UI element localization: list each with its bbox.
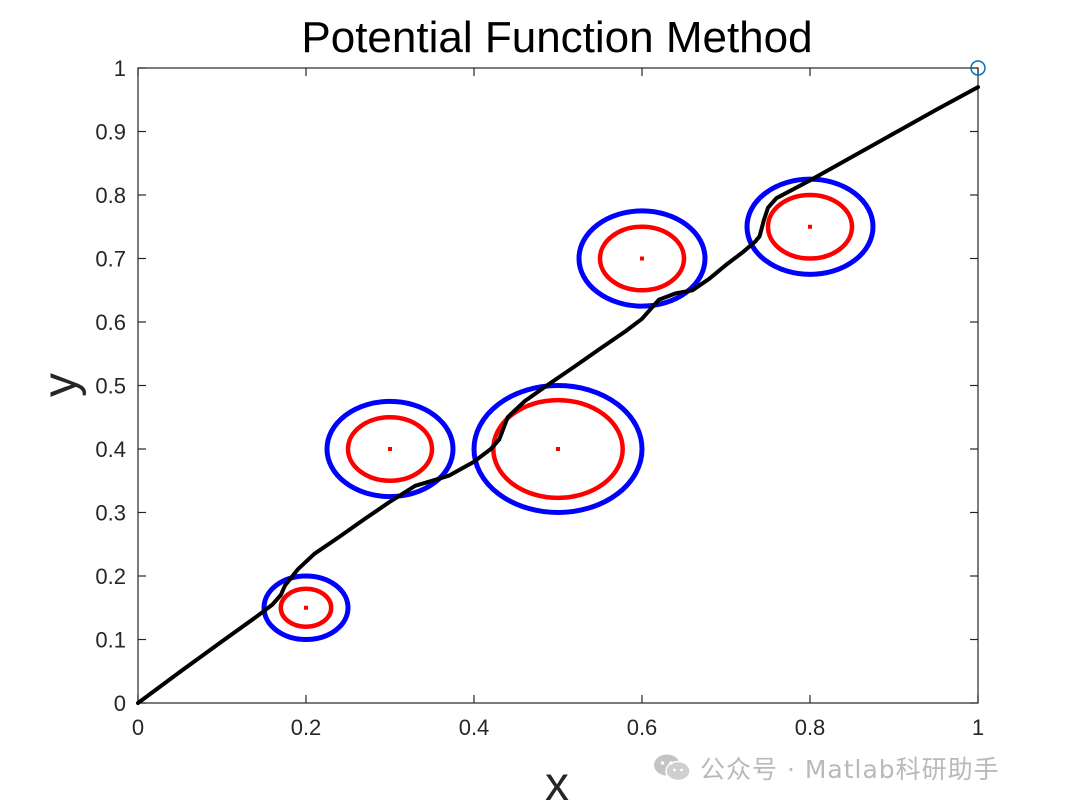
obstacle-inner-ring <box>597 224 687 293</box>
x-tick-label: 0.2 <box>291 715 322 740</box>
y-axis-label: y <box>34 373 87 397</box>
watermark: 公众号 · Matlab科研助手 <box>652 748 1000 788</box>
plot-area: 0 0.2 0.4 0.6 0.8 1 0 0.1 0.2 0.3 0.4 0.5 0.6 0.7 0.8… <box>95 56 986 740</box>
obstacle-center-point <box>640 256 644 261</box>
obstacle-inner-ring <box>345 415 435 483</box>
x-tick-label: 1 <box>972 715 984 740</box>
x-axis-label: x <box>545 758 569 810</box>
goal <box>970 60 986 76</box>
x-tick-label: 0.4 <box>459 715 490 740</box>
y-axis-ticks: 0 0.1 0.2 0.3 0.4 0.5 0.6 0.7 0.8 0.9 1 <box>95 56 978 716</box>
y-tick-label: 0.9 <box>95 120 126 145</box>
obstacle-center-point <box>556 447 560 451</box>
y-tick-label: 0.2 <box>95 564 126 589</box>
obstacle-outer-ring <box>471 383 645 515</box>
obstacle-outer-ring <box>261 573 351 642</box>
x-tick-label: 0 <box>132 715 144 740</box>
y-tick-label: 0 <box>114 691 126 716</box>
obstacle-outer-ring <box>324 398 456 500</box>
obstacle-center-point <box>808 224 812 229</box>
y-tick-label: 0.5 <box>95 374 126 399</box>
x-tick-label: 0.8 <box>795 715 826 740</box>
y-tick-label: 0.4 <box>95 437 126 462</box>
trajectory <box>136 85 980 705</box>
obstacles <box>261 176 876 642</box>
wechat-icon <box>652 752 692 784</box>
y-tick-label: 0.1 <box>95 628 126 653</box>
obstacle-center-point <box>304 605 308 610</box>
x-tick-label: 0.6 <box>627 715 658 740</box>
obstacle-inner-ring <box>278 586 334 630</box>
goal-marker <box>970 60 986 76</box>
chart-title: Potential Function Method <box>301 13 812 62</box>
obstacle-outer-ring <box>576 208 708 309</box>
y-tick-label: 0.3 <box>95 501 126 526</box>
watermark-text: 公众号 · Matlab科研助手 <box>700 755 1000 784</box>
trajectory-line <box>136 85 980 705</box>
y-tick-label: 1 <box>114 56 126 81</box>
obstacle-center-point <box>388 447 392 451</box>
x-axis-ticks: 0 0.2 0.4 0.6 0.8 1 <box>132 68 984 740</box>
y-tick-label: 0.7 <box>95 247 126 272</box>
y-tick-label: 0.6 <box>95 310 126 335</box>
obstacle-inner-ring <box>765 192 855 261</box>
y-tick-label: 0.8 <box>95 183 126 208</box>
